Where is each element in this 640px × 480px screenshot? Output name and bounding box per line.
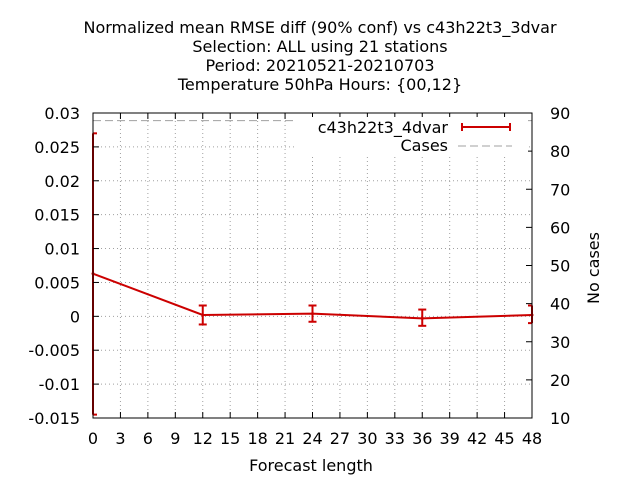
x-tick-label: 15 bbox=[220, 429, 240, 448]
y2-axis-label: No cases bbox=[584, 232, 603, 304]
y2-axis: 90 80 70 60 50 40 30 20 10 bbox=[526, 104, 570, 428]
title-line-2: Selection: ALL using 21 stations bbox=[192, 37, 447, 56]
x-tick-label: 12 bbox=[193, 429, 213, 448]
y2-tick-label: 90 bbox=[550, 104, 570, 123]
y-tick-label: 0 bbox=[70, 307, 80, 326]
y2-tick-label: 70 bbox=[550, 180, 570, 199]
grid bbox=[93, 113, 532, 418]
data-point bbox=[201, 313, 205, 317]
y-tick-label: 0.03 bbox=[44, 104, 80, 123]
x-tick-label: 21 bbox=[275, 429, 295, 448]
y-tick-label: -0.015 bbox=[28, 409, 80, 428]
y-tick-label: 0.01 bbox=[44, 240, 80, 259]
x-tick-label: 24 bbox=[302, 429, 322, 448]
title-line-3: Period: 20210521-20210703 bbox=[205, 56, 434, 75]
legend-background bbox=[296, 117, 528, 155]
data-point bbox=[311, 312, 314, 316]
y2-tick-label: 20 bbox=[550, 371, 570, 390]
x-tick-label: 30 bbox=[357, 429, 377, 448]
y2-tick-label: 10 bbox=[550, 409, 570, 428]
y2-tick-label: 30 bbox=[550, 333, 570, 352]
y2-tick-label: 50 bbox=[550, 257, 570, 276]
legend-sample-main bbox=[461, 123, 511, 131]
y2-tick-label: 60 bbox=[550, 218, 570, 237]
legend-label-main: c43h22t3_4dvar bbox=[318, 118, 449, 138]
y-axis: 0.03 0.025 0.02 0.015 0.01 0.005 0 -0.005 -0.01 -… bbox=[28, 104, 99, 428]
legend: c43h22t3_4dvar Cases bbox=[296, 117, 528, 155]
y-tick-label: -0.005 bbox=[28, 341, 80, 360]
x-tick-label: 3 bbox=[115, 429, 125, 448]
chart-title: Normalized mean RMSE diff (90% conf) vs … bbox=[83, 18, 556, 94]
x-tick-label: 18 bbox=[247, 429, 267, 448]
data-point bbox=[420, 316, 424, 320]
y-tick-label: 0.02 bbox=[44, 172, 80, 191]
y-tick-label: 0.005 bbox=[34, 273, 80, 292]
y2-tick-label: 40 bbox=[550, 295, 570, 314]
y-tick-label: 0.025 bbox=[34, 138, 80, 157]
y-tick-label: -0.01 bbox=[39, 375, 80, 394]
x-tick-label: 45 bbox=[494, 429, 514, 448]
x-tick-label: 6 bbox=[143, 429, 153, 448]
y2-tick-label: 80 bbox=[550, 142, 570, 161]
x-tick-label: 36 bbox=[412, 429, 432, 448]
x-tick-label: 9 bbox=[170, 429, 180, 448]
x-axis-label: Forecast length bbox=[249, 456, 373, 475]
x-tick-label: 48 bbox=[522, 429, 542, 448]
x-axis: 0 3 6 9 12 15 18 21 24 27 30 33 36 39 42 45 48 bbox=[88, 113, 542, 448]
legend-label-cases: Cases bbox=[401, 136, 449, 155]
y-tick-label: 0.015 bbox=[34, 206, 80, 225]
x-tick-label: 39 bbox=[440, 429, 460, 448]
x-tick-label: 33 bbox=[385, 429, 405, 448]
x-tick-label: 0 bbox=[88, 429, 98, 448]
title-line-4: Temperature 50hPa Hours: {00,12} bbox=[177, 75, 462, 94]
x-tick-label: 27 bbox=[330, 429, 350, 448]
x-tick-label: 42 bbox=[467, 429, 487, 448]
title-line-1: Normalized mean RMSE diff (90% conf) vs … bbox=[83, 18, 556, 38]
